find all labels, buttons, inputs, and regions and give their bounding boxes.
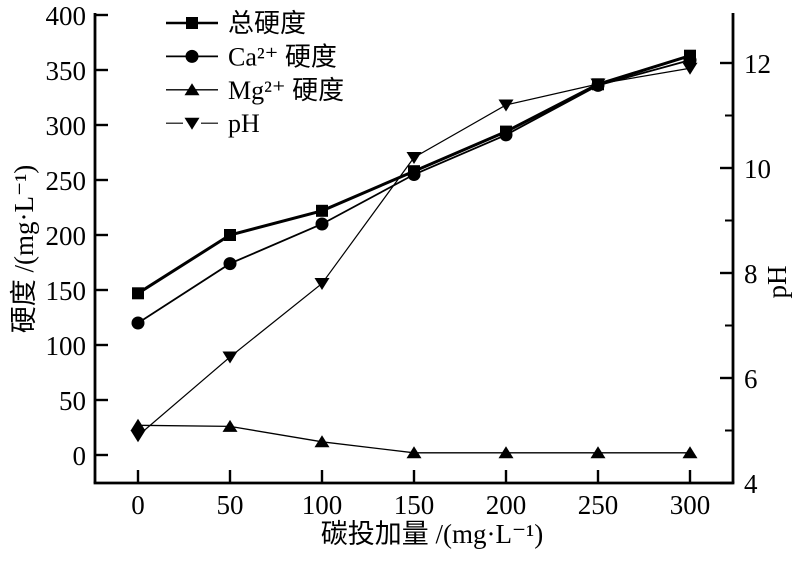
x-axis-tick-label: 100	[302, 490, 343, 520]
x-axis-tick-label: 300	[670, 490, 711, 520]
mg-hardness-marker	[222, 419, 238, 432]
legend-label-ca-hardness: Ca²⁺ 硬度	[228, 42, 337, 71]
ca-hardness-line	[137, 59, 691, 324]
x-axis-tick-label: 0	[131, 490, 145, 520]
x-axis-tick-label: 200	[486, 490, 527, 520]
data-series	[130, 49, 698, 459]
left-axis-tick-label: 0	[73, 441, 87, 471]
legend: 总硬度 Ca²⁺ 硬度 Mg²⁺ 硬度 pH	[166, 9, 344, 138]
series-ph	[130, 62, 698, 443]
legend-marker-triangle-up	[184, 83, 200, 96]
left-axis-tick-label: 250	[46, 166, 87, 196]
ca-hardness-marker	[407, 168, 421, 181]
total-hardness-marker	[316, 204, 328, 217]
left-axis-tick-label: 350	[46, 56, 87, 86]
x-axis-tick-label: 150	[394, 490, 435, 520]
series-ca-hardness	[131, 53, 697, 330]
legend-label-ph: pH	[228, 109, 260, 138]
legend-item-ph: pH	[166, 109, 260, 138]
left-axis-tick-label: 50	[59, 386, 86, 416]
mg-hardness-marker	[590, 446, 606, 459]
mg-hardness-marker	[406, 446, 422, 459]
legend-item-total-hardness: 总硬度	[166, 9, 306, 38]
ca-hardness-marker	[131, 316, 145, 330]
legend-item-ca-hardness: Ca²⁺ 硬度	[166, 42, 337, 71]
x-axis-tick-label: 50	[217, 490, 244, 520]
left-axis-tick-label: 200	[46, 221, 87, 251]
left-axis-title: 硬度 /(mg·L⁻¹)	[9, 165, 39, 334]
left-axis-tick-label: 150	[46, 276, 87, 306]
mg-hardness-marker	[314, 435, 330, 448]
right-axis-tick-label: 4	[744, 469, 758, 499]
legend-marker-square	[186, 17, 198, 29]
right-axis-tick-label: 8	[744, 259, 758, 289]
x-axis-tick-label: 250	[578, 490, 619, 520]
ca-hardness-marker	[315, 217, 329, 231]
mg-hardness-marker	[498, 446, 514, 459]
ph-marker	[406, 152, 422, 164]
left-axis-tick-label: 300	[46, 111, 87, 141]
right-axis-tick-label: 6	[744, 364, 758, 394]
ca-hardness-marker	[223, 257, 237, 271]
legend-marker-circle	[185, 49, 199, 63]
x-axis-title: 碳投加量 /(mg·L⁻¹)	[321, 519, 544, 549]
left-axis-tick-label: 100	[46, 331, 87, 361]
mg-hardness-marker	[682, 446, 698, 459]
ph-marker	[590, 78, 606, 91]
left-axis-tick-label: 400	[46, 1, 87, 31]
legend-item-mg-hardness: Mg²⁺ 硬度	[166, 76, 344, 105]
legend-label-total-hardness: 总硬度	[228, 9, 306, 38]
ph-marker	[682, 62, 698, 75]
right-axis-tick-label: 10	[744, 154, 771, 184]
right-axis-tick-label: 12	[744, 49, 771, 79]
ca-hardness-marker	[499, 128, 513, 142]
ph-marker	[222, 351, 238, 364]
axes: 0 50 100 150 200 250 300 350 400 0 50 100 150 200 250 3…	[46, 1, 772, 520]
right-axis-title: pH	[762, 266, 792, 299]
ph-marker	[498, 99, 514, 112]
ph-marker	[130, 430, 146, 443]
series-mg-hardness	[130, 418, 698, 459]
ph-marker	[314, 278, 330, 290]
legend-marker-triangle-down	[184, 117, 200, 130]
total-hardness-marker	[132, 287, 144, 300]
ph-line	[137, 67, 691, 437]
total-hardness-marker	[224, 229, 236, 241]
legend-label-mg-hardness: Mg²⁺ 硬度	[228, 76, 344, 105]
mg-hardness-marker	[130, 418, 146, 431]
